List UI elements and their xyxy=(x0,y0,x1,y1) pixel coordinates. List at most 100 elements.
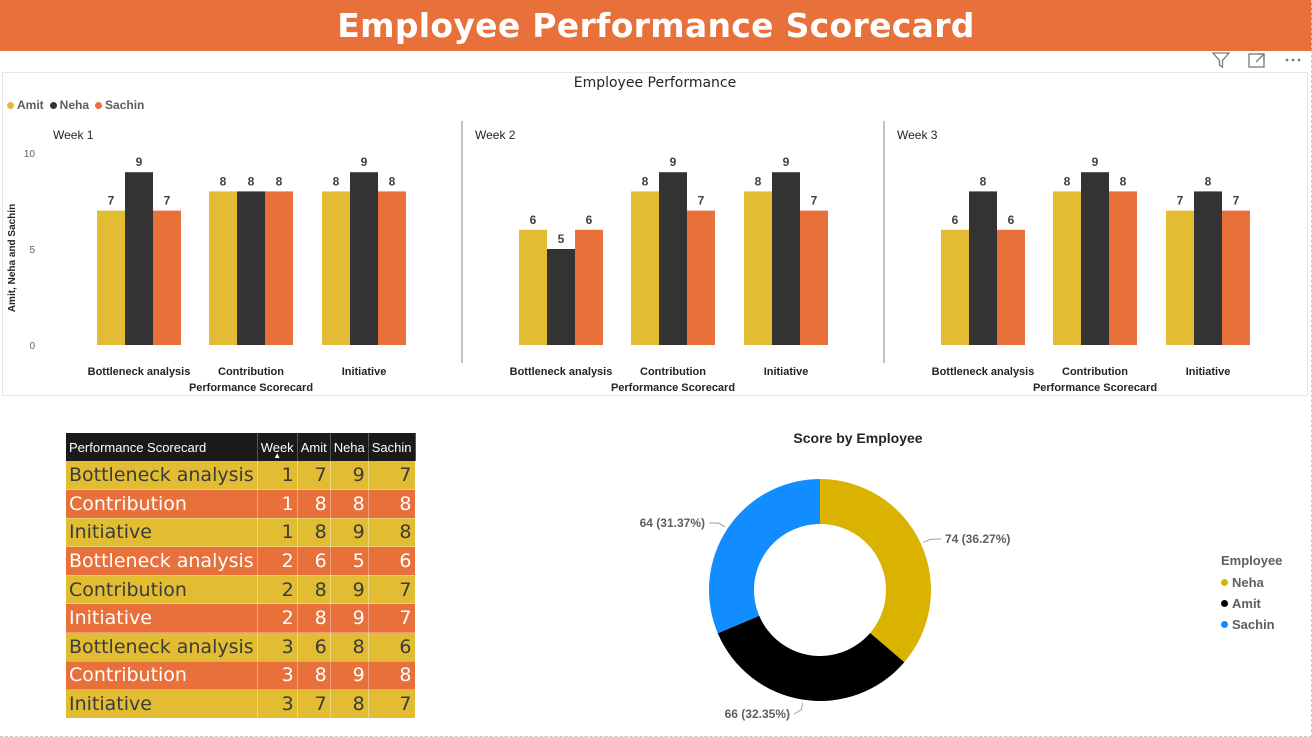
table-cell-amit: 8 xyxy=(297,518,331,548)
donut-slice-sachin[interactable] xyxy=(709,479,820,634)
bar-amit-week3-initiative[interactable] xyxy=(1166,210,1194,345)
data-label: 8 xyxy=(1205,174,1212,188)
bar-neha-week3-bottleneck-analysis[interactable] xyxy=(969,191,997,345)
data-label: 8 xyxy=(980,174,987,188)
bar-amit-week1-bottleneck-analysis[interactable] xyxy=(97,210,125,345)
table-row[interactable]: Bottleneck analysis 2 6 5 6 xyxy=(66,546,416,576)
sort-ascending-icon: ▲ xyxy=(273,451,282,460)
table-cell-sachin: 7 xyxy=(368,689,416,719)
bar-neha-week1-initiative[interactable] xyxy=(350,172,378,345)
legend-item-sachin[interactable]: Sachin xyxy=(95,98,144,112)
focus-mode-icon[interactable] xyxy=(1246,51,1268,69)
data-label: 8 xyxy=(642,174,649,188)
data-label: 9 xyxy=(361,155,368,169)
column-header-sachin[interactable]: Sachin xyxy=(368,433,416,461)
x-axis-title: Performance Scorecard xyxy=(189,382,313,394)
bar-sachin-week2-contribution[interactable] xyxy=(687,210,715,345)
bar-sachin-week2-bottleneck-analysis[interactable] xyxy=(575,229,603,345)
bar-sachin-week1-bottleneck-analysis[interactable] xyxy=(153,210,181,345)
table-row[interactable]: Contribution 1 8 8 8 xyxy=(66,489,416,519)
table-row[interactable]: Initiative 2 8 9 7 xyxy=(66,603,416,634)
bar-neha-week3-contribution[interactable] xyxy=(1081,172,1109,345)
data-label: 7 xyxy=(108,194,115,208)
filter-icon[interactable] xyxy=(1210,51,1232,69)
bar-sachin-week3-initiative[interactable] xyxy=(1222,210,1250,345)
bar-amit-week2-bottleneck-analysis[interactable] xyxy=(519,229,547,345)
bar-amit-week2-contribution[interactable] xyxy=(631,191,659,345)
table-cell-sachin: 6 xyxy=(368,546,416,576)
donut-slice-amit[interactable] xyxy=(717,615,905,701)
x-tick-label: Bottleneck analysis xyxy=(932,366,1035,378)
y-tick-label: 5 xyxy=(29,245,35,256)
column-header-amit[interactable]: Amit xyxy=(297,433,331,461)
donut-legend-title: Employee xyxy=(1221,553,1283,568)
table-cell-amit: 8 xyxy=(297,603,331,634)
table-cell-performance-scorecard: Contribution xyxy=(66,661,258,691)
bar-sachin-week2-initiative[interactable] xyxy=(800,210,828,345)
donut-legend-item-neha[interactable]: Neha xyxy=(1221,572,1282,593)
table-row[interactable]: Contribution 3 8 9 8 xyxy=(66,661,416,691)
table-cell-amit: 7 xyxy=(297,461,331,491)
bar-sachin-week1-contribution[interactable] xyxy=(265,191,293,345)
donut-legend: Employee Neha Amit Sachin xyxy=(1221,553,1282,635)
data-label: 8 xyxy=(389,174,396,188)
table-cell-week: 1 xyxy=(257,489,298,519)
table-cell-performance-scorecard: Contribution xyxy=(66,489,258,519)
data-label: 6 xyxy=(952,213,959,227)
bar-neha-week2-bottleneck-analysis[interactable] xyxy=(547,249,575,345)
donut-legend-label-amit: Amit xyxy=(1232,596,1261,611)
x-axis-title: Performance Scorecard xyxy=(1033,382,1157,394)
donut-chart-visual: Score by Employee xyxy=(560,420,1120,730)
bar-amit-week2-initiative[interactable] xyxy=(744,191,772,345)
table-row[interactable]: Bottleneck analysis 1 7 9 7 xyxy=(66,461,416,491)
data-label: 8 xyxy=(276,174,283,188)
bar-sachin-week3-contribution[interactable] xyxy=(1109,191,1137,345)
donut-legend-item-amit[interactable]: Amit xyxy=(1221,593,1282,614)
bar-chart-svg: Amit, Neha and Sachin 10 5 0 Week 1 7 9 7 Bottle… xyxy=(7,121,1250,394)
bar-amit-week1-initiative[interactable] xyxy=(322,191,350,345)
bar-sachin-week1-initiative[interactable] xyxy=(378,191,406,345)
table-row[interactable]: Bottleneck analysis 3 6 8 6 xyxy=(66,632,416,662)
chart-legend: Amit Neha Sachin xyxy=(7,98,144,112)
donut-slice-neha[interactable] xyxy=(820,479,931,663)
data-label: 5 xyxy=(558,232,565,246)
bar-neha-week2-initiative[interactable] xyxy=(772,172,800,345)
table-cell-neha: 9 xyxy=(330,661,369,691)
more-options-icon[interactable] xyxy=(1282,51,1304,69)
column-header-week[interactable]: Week ▲ xyxy=(257,433,298,461)
table-cell-neha: 8 xyxy=(330,632,369,662)
bar-amit-week1-contribution[interactable] xyxy=(209,191,237,345)
table-row[interactable]: Initiative 1 8 9 8 xyxy=(66,518,416,548)
table-row[interactable]: Contribution 2 8 9 7 xyxy=(66,575,416,605)
table-cell-sachin: 6 xyxy=(368,632,416,662)
bar-sachin-week3-bottleneck-analysis[interactable] xyxy=(997,229,1025,345)
table-cell-amit: 8 xyxy=(297,489,331,519)
column-header-neha[interactable]: Neha xyxy=(330,433,369,461)
table-cell-performance-scorecard: Contribution xyxy=(66,575,258,605)
data-label: 7 xyxy=(1233,194,1240,208)
y-tick-label: 10 xyxy=(24,149,36,160)
bar-amit-week3-contribution[interactable] xyxy=(1053,191,1081,345)
panel-label-week-1: Week 1 xyxy=(53,128,94,142)
bar-amit-week3-bottleneck-analysis[interactable] xyxy=(941,229,969,345)
column-header-scorecard[interactable]: Performance Scorecard xyxy=(66,433,258,461)
table-cell-performance-scorecard: Initiative xyxy=(66,518,258,548)
legend-item-amit[interactable]: Amit xyxy=(7,98,44,112)
bar-neha-week3-initiative[interactable] xyxy=(1194,191,1222,345)
table-cell-amit: 8 xyxy=(297,575,331,605)
table-header-row: Performance Scorecard Week ▲ Amit Neha Sa… xyxy=(66,433,416,461)
bar-neha-week2-contribution[interactable] xyxy=(659,172,687,345)
legend-item-neha[interactable]: Neha xyxy=(49,98,90,112)
bar-neha-week1-bottleneck-analysis[interactable] xyxy=(125,172,153,345)
donut-legend-item-sachin[interactable]: Sachin xyxy=(1221,614,1282,635)
bar-neha-week1-contribution[interactable] xyxy=(237,191,265,345)
table-cell-performance-scorecard: Bottleneck analysis xyxy=(66,632,258,662)
table-cell-sachin: 8 xyxy=(368,661,416,691)
data-label: 8 xyxy=(248,174,255,188)
legend-label-sachin: Sachin xyxy=(105,98,145,112)
legend-label-neha: Neha xyxy=(59,98,90,112)
data-label: 8 xyxy=(755,174,762,188)
table-cell-week: 1 xyxy=(257,461,298,491)
x-tick-label: Contribution xyxy=(218,366,284,378)
table-row[interactable]: Initiative 3 7 8 7 xyxy=(66,689,416,719)
